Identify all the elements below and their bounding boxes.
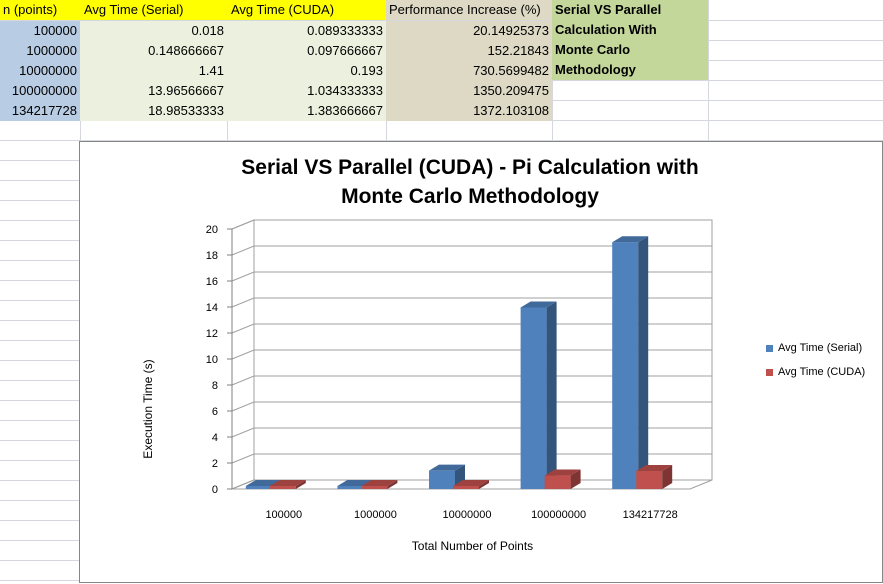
gridline [231, 219, 712, 230]
plot-area: 0 2 4 6 8 10 12 14 16 18 20 100000 1000000 10000000 10… [206, 219, 713, 521]
legend: Avg Time (Serial) Avg Time (CUDA) [766, 342, 865, 390]
cell-increase-row3[interactable]: 730.5699482 [386, 61, 552, 81]
legend-item-serial: Avg Time (Serial) [766, 342, 865, 366]
gridline [231, 271, 712, 282]
bar-cuda-side [387, 480, 398, 489]
legend-swatch-serial [766, 345, 773, 352]
legend-label-cuda: Avg Time (CUDA) [778, 366, 866, 378]
header-n-points[interactable]: n (points) [0, 0, 80, 20]
x-tick-label: 10000000 [443, 509, 492, 521]
cell-n-row5[interactable]: 134217728 [0, 101, 80, 121]
y-tick-label: 4 [212, 432, 218, 444]
x-axis-title: Total Number of Points [411, 539, 534, 553]
x-tick-label: 100000000 [531, 509, 586, 521]
cell-cuda-row3[interactable]: 0.193 [227, 61, 386, 81]
cell-cuda-row1[interactable]: 0.089333333 [227, 21, 386, 41]
bar-serial-front [612, 242, 639, 489]
cell-cuda-row2[interactable]: 0.097666667 [227, 41, 386, 61]
x-tick-label: 134217728 [623, 509, 678, 521]
chart-title-line-2: Monte Carlo Methodology [341, 185, 599, 208]
bar-cuda-top [361, 480, 398, 486]
cell-increase-row5[interactable]: 1372.103108 [386, 101, 552, 121]
cell-increase-row4[interactable]: 1350.209475 [386, 81, 552, 101]
legend-swatch-cuda [766, 369, 773, 376]
cell-serial-row1[interactable]: 0.018 [80, 21, 227, 41]
y-tick-label: 10 [206, 354, 218, 366]
gridline [231, 245, 712, 256]
cell-n-row4[interactable]: 100000000 [0, 81, 80, 101]
gridline [231, 375, 712, 386]
y-tick-label: 0 [212, 484, 218, 496]
legend-item-cuda: Avg Time (CUDA) [766, 366, 865, 390]
bar-cuda-side [570, 469, 581, 489]
chart-container[interactable]: Serial VS Parallel (CUDA) - Pi Calculati… [79, 141, 883, 583]
note-line-2[interactable]: Calculation With [552, 20, 708, 40]
bar-serial-top [429, 464, 465, 471]
y-tick-label: 2 [212, 458, 218, 470]
bar-cuda-side [479, 480, 489, 489]
gridline [231, 323, 712, 334]
cell-n-row3[interactable]: 10000000 [0, 61, 80, 81]
gridline [231, 453, 712, 464]
y-tick-label: 18 [206, 250, 218, 262]
gridline [231, 349, 712, 360]
bar-cuda-top [636, 465, 673, 472]
legend-label-serial: Avg Time (Serial) [778, 342, 863, 354]
bar-serial-front [520, 307, 547, 489]
bar-cuda-front [269, 486, 296, 489]
cell-increase-row2[interactable]: 152.21843 [386, 41, 552, 61]
cell-serial-row2[interactable]: 0.148666667 [80, 41, 227, 61]
x-tick-label: 1000000 [354, 509, 397, 521]
bar-serial-front [337, 486, 364, 489]
note-line-4[interactable]: Methodology [552, 60, 708, 80]
cell-serial-row3[interactable]: 1.41 [80, 61, 227, 81]
bar-cuda-side [295, 480, 306, 489]
note-line-3[interactable]: Monte Carlo [552, 40, 708, 60]
y-tick-label: 8 [212, 380, 218, 392]
bar-cuda-top [269, 480, 306, 486]
cell-n-row2[interactable]: 1000000 [0, 41, 80, 61]
bar-cuda-front [636, 471, 663, 489]
bar-serial-side [546, 301, 557, 489]
cell-cuda-row4[interactable]: 1.034333333 [227, 81, 386, 101]
bar-cuda-top [544, 469, 581, 476]
bar-cuda-front [544, 475, 571, 489]
bar-serial-top [520, 301, 557, 308]
cell-serial-row4[interactable]: 13.96566667 [80, 81, 227, 101]
bar-serial-side [638, 236, 649, 489]
y-tick-label: 6 [212, 406, 218, 418]
bar-serial-front [429, 470, 455, 489]
y-tick-label: 16 [206, 276, 218, 288]
bar-cuda-front [453, 486, 479, 489]
header-avg-time-cuda[interactable]: Avg Time (CUDA) [227, 0, 386, 20]
x-tick-label: 100000 [265, 509, 302, 521]
bar-cuda-top [453, 480, 489, 486]
bar-cuda-front [361, 486, 388, 489]
y-tick-label: 20 [206, 224, 218, 236]
cell-serial-row5[interactable]: 18.98533333 [80, 101, 227, 121]
bar-serial-top [612, 236, 649, 243]
gridline [231, 401, 712, 412]
cell-cuda-row5[interactable]: 1.383666667 [227, 101, 386, 121]
cell-n-row1[interactable]: 100000 [0, 21, 80, 41]
chart-title: Serial VS Parallel (CUDA) - Pi Calculati… [180, 153, 760, 211]
bar-serial-front [245, 486, 272, 489]
chart-title-line-1: Serial VS Parallel (CUDA) - Pi Calculati… [241, 156, 699, 179]
y-tick-label: 12 [206, 328, 218, 340]
gridline [231, 297, 712, 308]
note-line-1[interactable]: Serial VS Parallel [552, 0, 708, 20]
header-avg-time-serial[interactable]: Avg Time (Serial) [80, 0, 227, 20]
bar-cuda-side [662, 465, 673, 489]
y-tick-label: 14 [206, 302, 218, 314]
cell-increase-row1[interactable]: 20.14925373 [386, 21, 552, 41]
gridline [231, 427, 712, 438]
header-performance-increase[interactable]: Performance Increase (%) [386, 0, 552, 20]
